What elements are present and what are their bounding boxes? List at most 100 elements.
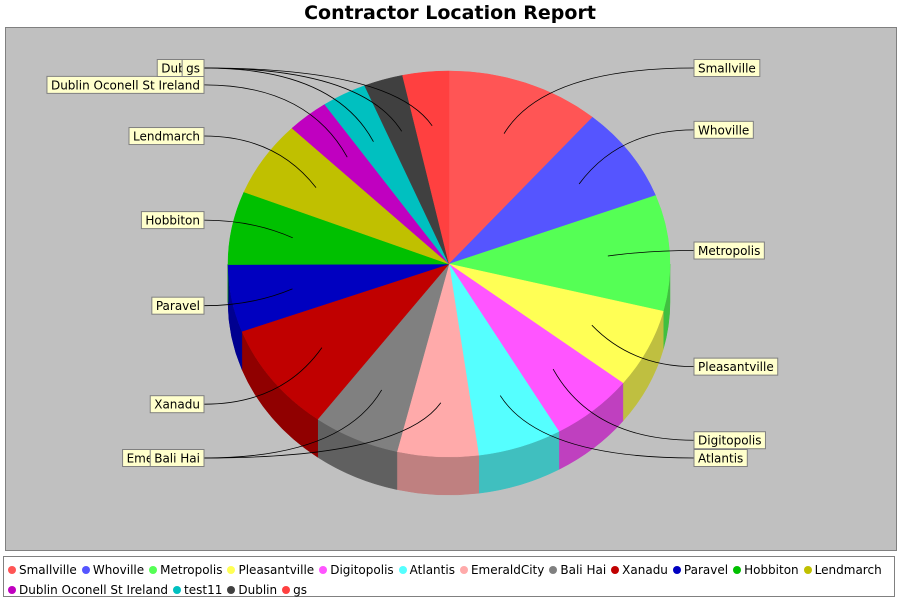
- pie-label-dublin-oconell-st-ireland: Dublin Oconell St Ireland: [46, 75, 205, 94]
- pie-label-xanadu: Xanadu: [149, 395, 205, 414]
- legend-item-smallville: Smallville: [8, 560, 77, 580]
- pie-label-box: [151, 296, 205, 315]
- pie-slice-gs[interactable]: [402, 70, 450, 265]
- svg-text:Whoville: Whoville: [698, 123, 749, 137]
- svg-text:Pleasantville: Pleasantville: [698, 360, 774, 374]
- legend-label: Paravel: [683, 563, 729, 577]
- pie-label-paravel: Paravel: [151, 296, 205, 315]
- pie-label-atlantis: Atlantis: [693, 449, 748, 467]
- pie-slice-smallville[interactable]: [448, 70, 593, 265]
- legend-label: Xanadu: [622, 563, 668, 577]
- pie-label-pleasantville: Pleasantville: [693, 357, 779, 376]
- legend-label: gs: [293, 583, 307, 597]
- legend-dot-icon: [8, 586, 16, 594]
- legend-dot-icon: [227, 566, 236, 574]
- legend-dot-icon: [733, 566, 742, 574]
- legend-item-pleasantville: Pleasantville: [227, 560, 314, 580]
- pie-label-box: [693, 449, 748, 467]
- legend-label: Lendmarch: [814, 563, 882, 577]
- pie-label-box: [693, 357, 779, 376]
- svg-text:Bali Hai: Bali Hai: [154, 452, 200, 466]
- legend-item-xanadu: Xanadu: [611, 560, 668, 580]
- legend-label: Smallville: [19, 563, 77, 577]
- legend-dot-icon: [398, 566, 407, 574]
- legend-item-dublin: Dublin: [227, 580, 277, 600]
- svg-text:Digitopolis: Digitopolis: [698, 434, 761, 448]
- pie-leader-digitopolis: [552, 368, 695, 441]
- svg-text:Metropolis: Metropolis: [698, 244, 760, 258]
- svg-text:Paravel: Paravel: [156, 299, 200, 313]
- pie-labels: Smallville Whoville Metropolis Pleasantvill…: [46, 59, 779, 467]
- pie-leader-atlantis: [499, 395, 695, 459]
- pie-label-box: [693, 241, 765, 260]
- pie-top-slices: [227, 70, 671, 458]
- legend-item-gs: gs: [282, 580, 307, 600]
- pie-slice-metropolis[interactable]: [448, 195, 671, 312]
- legend-item-bali-hai: Bali Hai: [549, 560, 606, 580]
- pie-label-box: [128, 127, 205, 146]
- legend-label: Pleasantville: [238, 563, 315, 577]
- pie-leader-whoville: [578, 129, 695, 185]
- legend-dot-icon: [319, 566, 328, 574]
- pie-leader-pleasantville: [591, 324, 695, 368]
- pie-leader-hobbiton: [203, 219, 293, 239]
- legend-dot-icon: [459, 566, 468, 574]
- legend-item-whoville: Whoville: [81, 560, 145, 580]
- pie-leader-dublin-oconell-st-ireland: [203, 84, 348, 158]
- legend-label: Atlantis: [409, 563, 455, 577]
- pie-label-whoville: Whoville: [693, 120, 754, 139]
- legend-label: Hobbiton: [744, 563, 799, 577]
- pie-chart: Smallville Whoville Metropolis Pleasantvill…: [46, 59, 779, 496]
- legend-item-dublin-oconell-st-ireland: Dublin Oconell St Ireland: [8, 580, 168, 600]
- legend-dot-icon: [227, 586, 236, 594]
- svg-text:gs: gs: [186, 62, 200, 76]
- svg-text:Dublin Oconell St Ireland: Dublin Oconell St Ireland: [51, 78, 200, 92]
- pie-leader-lines: [203, 67, 695, 459]
- legend-label: EmeraldCity: [470, 563, 545, 577]
- pie-leader-smallville: [503, 67, 695, 134]
- legend-label: Dublin Oconell St Ireland: [19, 583, 169, 597]
- legend-item-paravel: Paravel: [672, 560, 729, 580]
- legend: Smallville Whoville Metropolis Pleasantvill…: [3, 556, 895, 597]
- pie-side-walls: [227, 263, 671, 496]
- pie-side-emeraldcity: [396, 451, 479, 496]
- legend-item-hobbiton: Hobbiton: [733, 560, 799, 580]
- pie-leader-gs: [203, 67, 433, 127]
- pie-leader-lendmarch: [203, 135, 317, 188]
- pie-label-gs: gs: [181, 59, 205, 77]
- legend-label: Dublin: [238, 583, 278, 597]
- pie-label-box: [140, 211, 205, 230]
- pie-slice-whoville[interactable]: [448, 116, 656, 265]
- svg-text:Hobbiton: Hobbiton: [145, 214, 200, 228]
- legend-dot-icon: [672, 566, 681, 574]
- pie-label-box: [149, 449, 205, 467]
- pie-label-box: [149, 395, 205, 414]
- svg-text:Xanadu: Xanadu: [154, 398, 200, 412]
- legend-label: test11: [184, 583, 223, 597]
- legend-item-lendmarch: Lendmarch: [803, 560, 882, 580]
- pie-leader-emeraldcity: [203, 402, 442, 459]
- legend-item-atlantis: Atlantis: [398, 560, 455, 580]
- pie-label-bali-hai: Bali Hai: [149, 449, 205, 467]
- pie-label-digitopolis: Digitopolis: [693, 431, 766, 450]
- legend-dot-icon: [803, 566, 812, 574]
- pie-label-box: [46, 75, 205, 94]
- pie-leader-xanadu: [203, 347, 323, 405]
- pie-leader-paravel: [203, 288, 293, 307]
- plot-area: Smallville Whoville Metropolis Pleasantvill…: [5, 27, 897, 551]
- pie-label-box: [693, 120, 754, 139]
- legend-dot-icon: [611, 566, 620, 574]
- pie-leader-test11: [203, 67, 374, 142]
- pie-slice-xanadu[interactable]: [241, 263, 450, 420]
- chart-title: Contractor Location Report: [304, 2, 596, 24]
- pie-label-box: [181, 59, 205, 77]
- pie-label-box: [693, 59, 761, 77]
- svg-text:Lendmarch: Lendmarch: [133, 130, 200, 144]
- legend-dot-icon: [549, 566, 558, 574]
- legend-dot-icon: [81, 566, 90, 574]
- pie-label-metropolis: Metropolis: [693, 241, 765, 260]
- legend-item-digitopolis: Digitopolis: [319, 560, 394, 580]
- legend-label: Whoville: [92, 563, 145, 577]
- legend-label: Bali Hai: [560, 563, 607, 577]
- pie-leader-metropolis: [607, 250, 695, 257]
